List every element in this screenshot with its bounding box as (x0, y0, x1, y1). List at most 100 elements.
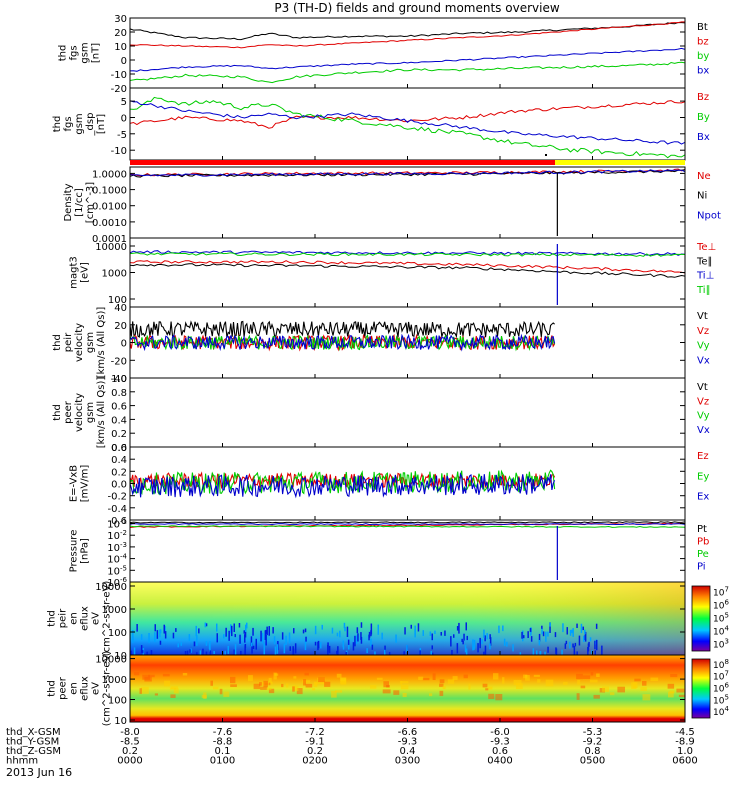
y-tick-label: 100 (108, 295, 127, 306)
spectrogram-cell (384, 645, 386, 653)
x-axis-value: 0.1 (215, 746, 231, 757)
spectrogram-cell (456, 626, 459, 631)
legend-pi: Pi (697, 562, 706, 573)
panel-frame (129, 237, 686, 308)
y-axis-label: thdpeerenefluxeV(cm^2-s-sr-eV) (47, 651, 113, 727)
spectrogram-cell (393, 690, 400, 695)
spectrogram-cell (536, 650, 538, 657)
spectrogram-cell (184, 651, 187, 658)
legend-npot: Npot (697, 210, 721, 221)
x-axis-value: -8.5 (120, 737, 140, 748)
spectrogram-cell (263, 680, 268, 688)
y-tick-label: 0 (121, 114, 127, 125)
spectrogram-cell (594, 640, 596, 650)
spectrogram-cell (210, 680, 213, 686)
spectrogram-cell (336, 673, 342, 678)
spectrogram-cell (264, 630, 267, 640)
spectrogram-cell (225, 627, 227, 637)
spectrogram-cell (172, 632, 175, 639)
spectrogram-cell (250, 636, 253, 646)
spectrogram-cell (357, 633, 359, 642)
spectrogram-cell (286, 683, 289, 688)
panel-frame (129, 87, 686, 161)
spectrogram-cell (402, 692, 407, 697)
x-axis-value: -6.0 (490, 727, 510, 738)
spectrogram-cell (584, 634, 586, 640)
spectrogram-cell (562, 623, 564, 633)
spectrogram-cell (190, 648, 192, 653)
colorbar-gradient (691, 658, 711, 719)
spectrogram-cell (268, 688, 275, 694)
spectrogram-cell (340, 677, 346, 682)
x-axis-value: 0500 (580, 756, 605, 767)
spectrogram-cell (292, 646, 294, 655)
legend-vt: Vt (697, 311, 708, 322)
x-axis-value: -7.6 (213, 727, 233, 738)
spectrogram-cell (523, 635, 525, 639)
spectrogram-cell (503, 638, 506, 646)
spectrogram-cell (569, 629, 572, 636)
spectrogram-cell (288, 632, 291, 644)
spectrogram-cell (406, 644, 408, 653)
spectrogram-cell (400, 684, 409, 690)
series-line-by (129, 96, 686, 159)
spectrogram-cell (610, 692, 615, 696)
spectrogram-cell (360, 632, 362, 640)
spectrogram-cell (532, 648, 535, 656)
x-axis-value: -6.6 (398, 727, 418, 738)
spectrogram-cell (547, 631, 549, 637)
x-axis-value: 0.2 (122, 746, 138, 757)
spectrogram-cell (154, 693, 158, 696)
spectrogram-cell (150, 650, 153, 658)
spectrogram-cell (266, 626, 268, 636)
spectrogram-cell (148, 674, 155, 678)
legend-pt: Pt (697, 524, 707, 535)
spectrogram-cell (498, 625, 500, 634)
series-line-npot (129, 169, 686, 177)
spectrogram-cell (195, 625, 197, 637)
series-line-ex (129, 472, 556, 499)
y-tick-label: 0.4 (111, 415, 127, 426)
spectrogram-cell (484, 635, 486, 642)
spectrogram-cell (590, 672, 594, 676)
spectrogram-cell (538, 640, 541, 646)
spectrogram-cell (495, 694, 503, 701)
spectrogram-cell (418, 676, 424, 680)
spectrogram-cell (529, 628, 532, 632)
spectrogram-cell (502, 625, 504, 632)
spectrogram-cell (465, 648, 468, 660)
spectrogram-cell (259, 682, 263, 686)
y-tick-label: -40 (111, 374, 127, 385)
spectrogram-cell (148, 633, 150, 643)
spectrogram-cell (634, 678, 641, 682)
spectrogram-cell (617, 686, 625, 693)
spectrogram-cell (193, 641, 196, 647)
spectrogram-cell (533, 674, 540, 677)
spectrogram-cell (339, 630, 341, 638)
panel-fgs-gsm: 30 20 10 0 -10 -20 thdfgsgsm[nT] Bt bz by bx (58, 14, 710, 95)
spectrogram-cell (516, 683, 523, 689)
x-axis-labels: thd_X-GSM -8.0 -7.6 -7.2 -6.6 -6.0 -5.3 -4.5 thd… (6, 727, 698, 767)
spectrogram-cell (580, 685, 586, 689)
y-tick-label: 10000 (95, 655, 127, 666)
colorbar-tick-label: 103 (713, 638, 729, 651)
y-tick-label: -20 (111, 356, 127, 367)
y-tick-label: -10 (111, 146, 127, 157)
y-tick-label: 0.8 (111, 388, 127, 399)
spectrogram-cell (642, 694, 651, 701)
legend-vy: Vy (697, 341, 710, 352)
x-axis-value: -7.2 (305, 727, 325, 738)
spectrogram-cell (133, 672, 140, 676)
x-axis-row-label: thd_X-GSM (6, 727, 61, 738)
spectrogram-cell (442, 685, 446, 690)
spectrogram-cell (293, 676, 297, 679)
y-tick-label: -20 (111, 84, 127, 95)
y-tick-label: 0.2 (111, 467, 127, 478)
spectrogram-cell (512, 644, 514, 652)
spectrogram-cell (410, 624, 412, 629)
x-axis-value: -9.3 (490, 737, 510, 748)
spectrogram-cell (464, 644, 467, 653)
mode-status-bar (130, 154, 685, 165)
spectrogram-cell (238, 623, 241, 628)
